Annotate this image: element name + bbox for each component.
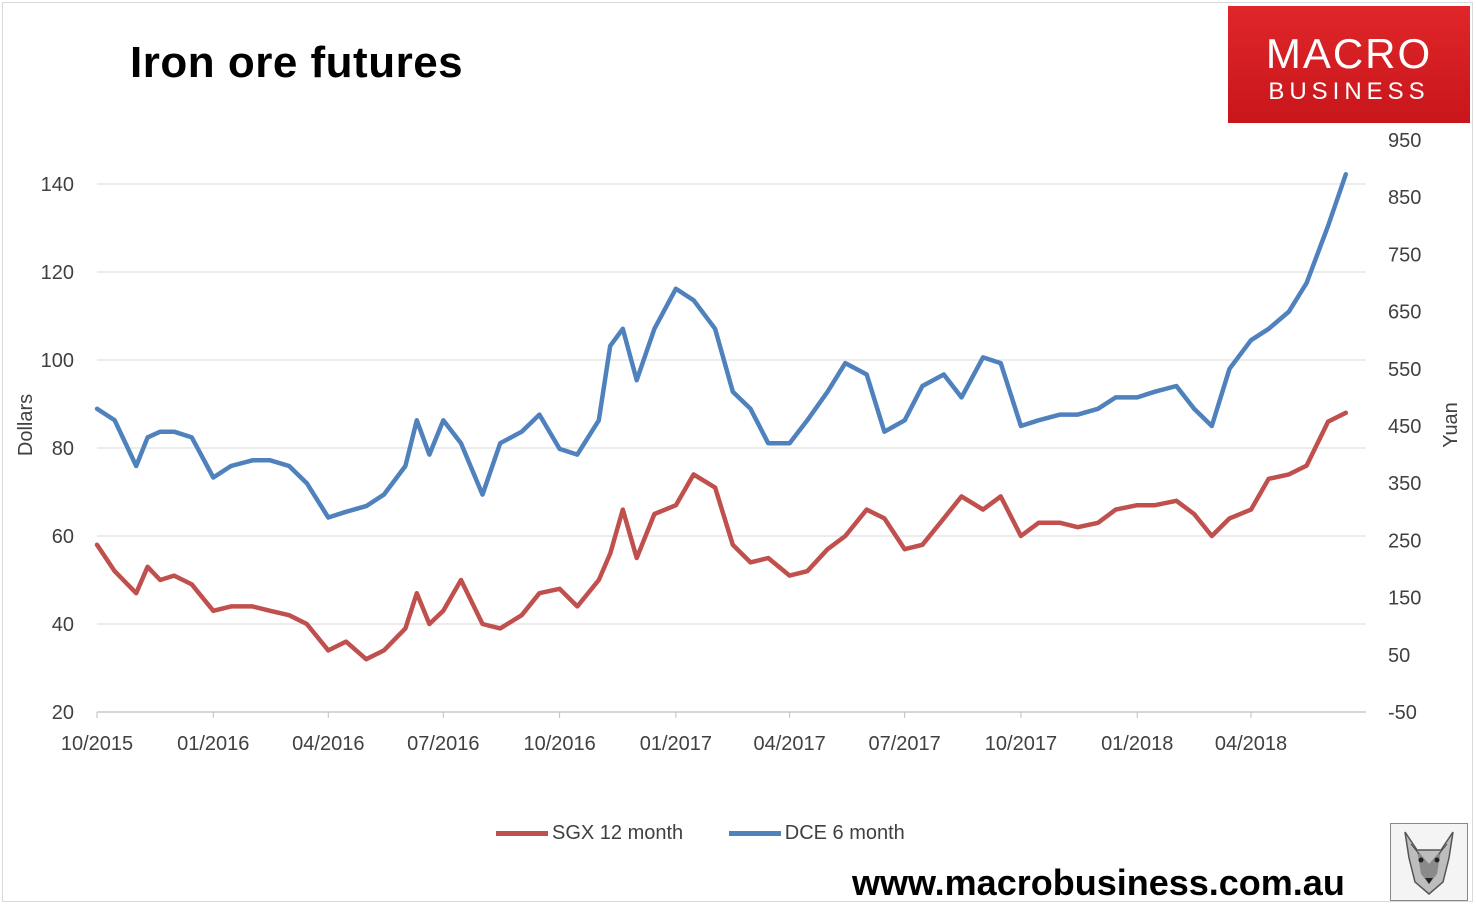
x-tick-label: 10/2017 [985, 733, 1057, 755]
y2-tick-label: 550 [1388, 359, 1421, 381]
y-axis-label: Dollars [15, 394, 37, 456]
x-tick-label: 01/2016 [177, 733, 249, 755]
x-tick-label: 07/2017 [869, 733, 941, 755]
y2-tick-label: 750 [1388, 244, 1421, 266]
wolf-icon [1390, 823, 1468, 901]
y-tick-label: 60 [52, 526, 74, 548]
y-tick-label: 20 [52, 702, 74, 724]
y-tick-label: 120 [41, 262, 74, 284]
logo-text-line2: BUSINESS [1268, 78, 1430, 105]
macro-business-logo: MACRO BUSINESS [1228, 6, 1470, 123]
y2-tick-label: 850 [1388, 187, 1421, 209]
legend: SGX 12 month DCE 6 month [496, 822, 905, 845]
y2-tick-label: 150 [1388, 588, 1421, 610]
website-url[interactable]: www.macrobusiness.com.au [852, 862, 1345, 903]
x-tick-label: 07/2016 [407, 733, 479, 755]
x-axis: 10/2015 01/2016 04/2016 07/2016 10/2016 01/20… [61, 711, 1366, 755]
legend-item-dce: DCE 6 month [728, 822, 905, 844]
y2-axis-label: Yuan [1440, 402, 1462, 448]
y-tick-label: 40 [52, 614, 74, 636]
x-tick-label: 01/2017 [640, 733, 712, 755]
x-tick-label: 01/2018 [1101, 733, 1173, 755]
y2-tick-label: 50 [1388, 645, 1410, 667]
y-tick-label: 100 [41, 350, 74, 372]
legend-label-sgx: SGX 12 month [552, 822, 684, 844]
legend-label-dce: DCE 6 month [784, 822, 905, 844]
y2-tick-label: 350 [1388, 473, 1421, 495]
gridlines [97, 183, 1366, 625]
legend-swatch-dce [728, 831, 781, 837]
y-axis-left: 20 40 60 80 100 120 140 [41, 174, 74, 724]
legend-item-sgx: SGX 12 month [496, 822, 689, 844]
logo-text-line1: MACRO [1265, 30, 1433, 77]
series-group [94, 172, 1349, 662]
x-tick-label: 04/2017 [753, 733, 825, 755]
chart-title: Iron ore futures [130, 38, 464, 87]
y-tick-label: 140 [41, 174, 74, 196]
y2-tick-label: 450 [1388, 416, 1421, 438]
x-tick-label: 04/2018 [1215, 733, 1287, 755]
y-axis-right: -50 50 150 250 350 450 550 650 750 850 950 [1388, 130, 1421, 724]
wolf-portrait-icon [1404, 831, 1454, 895]
x-tick-label: 04/2016 [292, 733, 364, 755]
y2-tick-label: 950 [1388, 130, 1421, 152]
legend-swatch-sgx [496, 831, 548, 837]
x-tick-label: 10/2015 [61, 733, 133, 755]
y2-tick-label: 250 [1388, 530, 1421, 552]
series-line-dce-6-month [94, 172, 1349, 520]
y2-tick-label: -50 [1388, 702, 1417, 724]
y-tick-label: 80 [52, 438, 74, 460]
x-tick-label: 10/2016 [523, 733, 595, 755]
y2-tick-label: 650 [1388, 302, 1421, 324]
